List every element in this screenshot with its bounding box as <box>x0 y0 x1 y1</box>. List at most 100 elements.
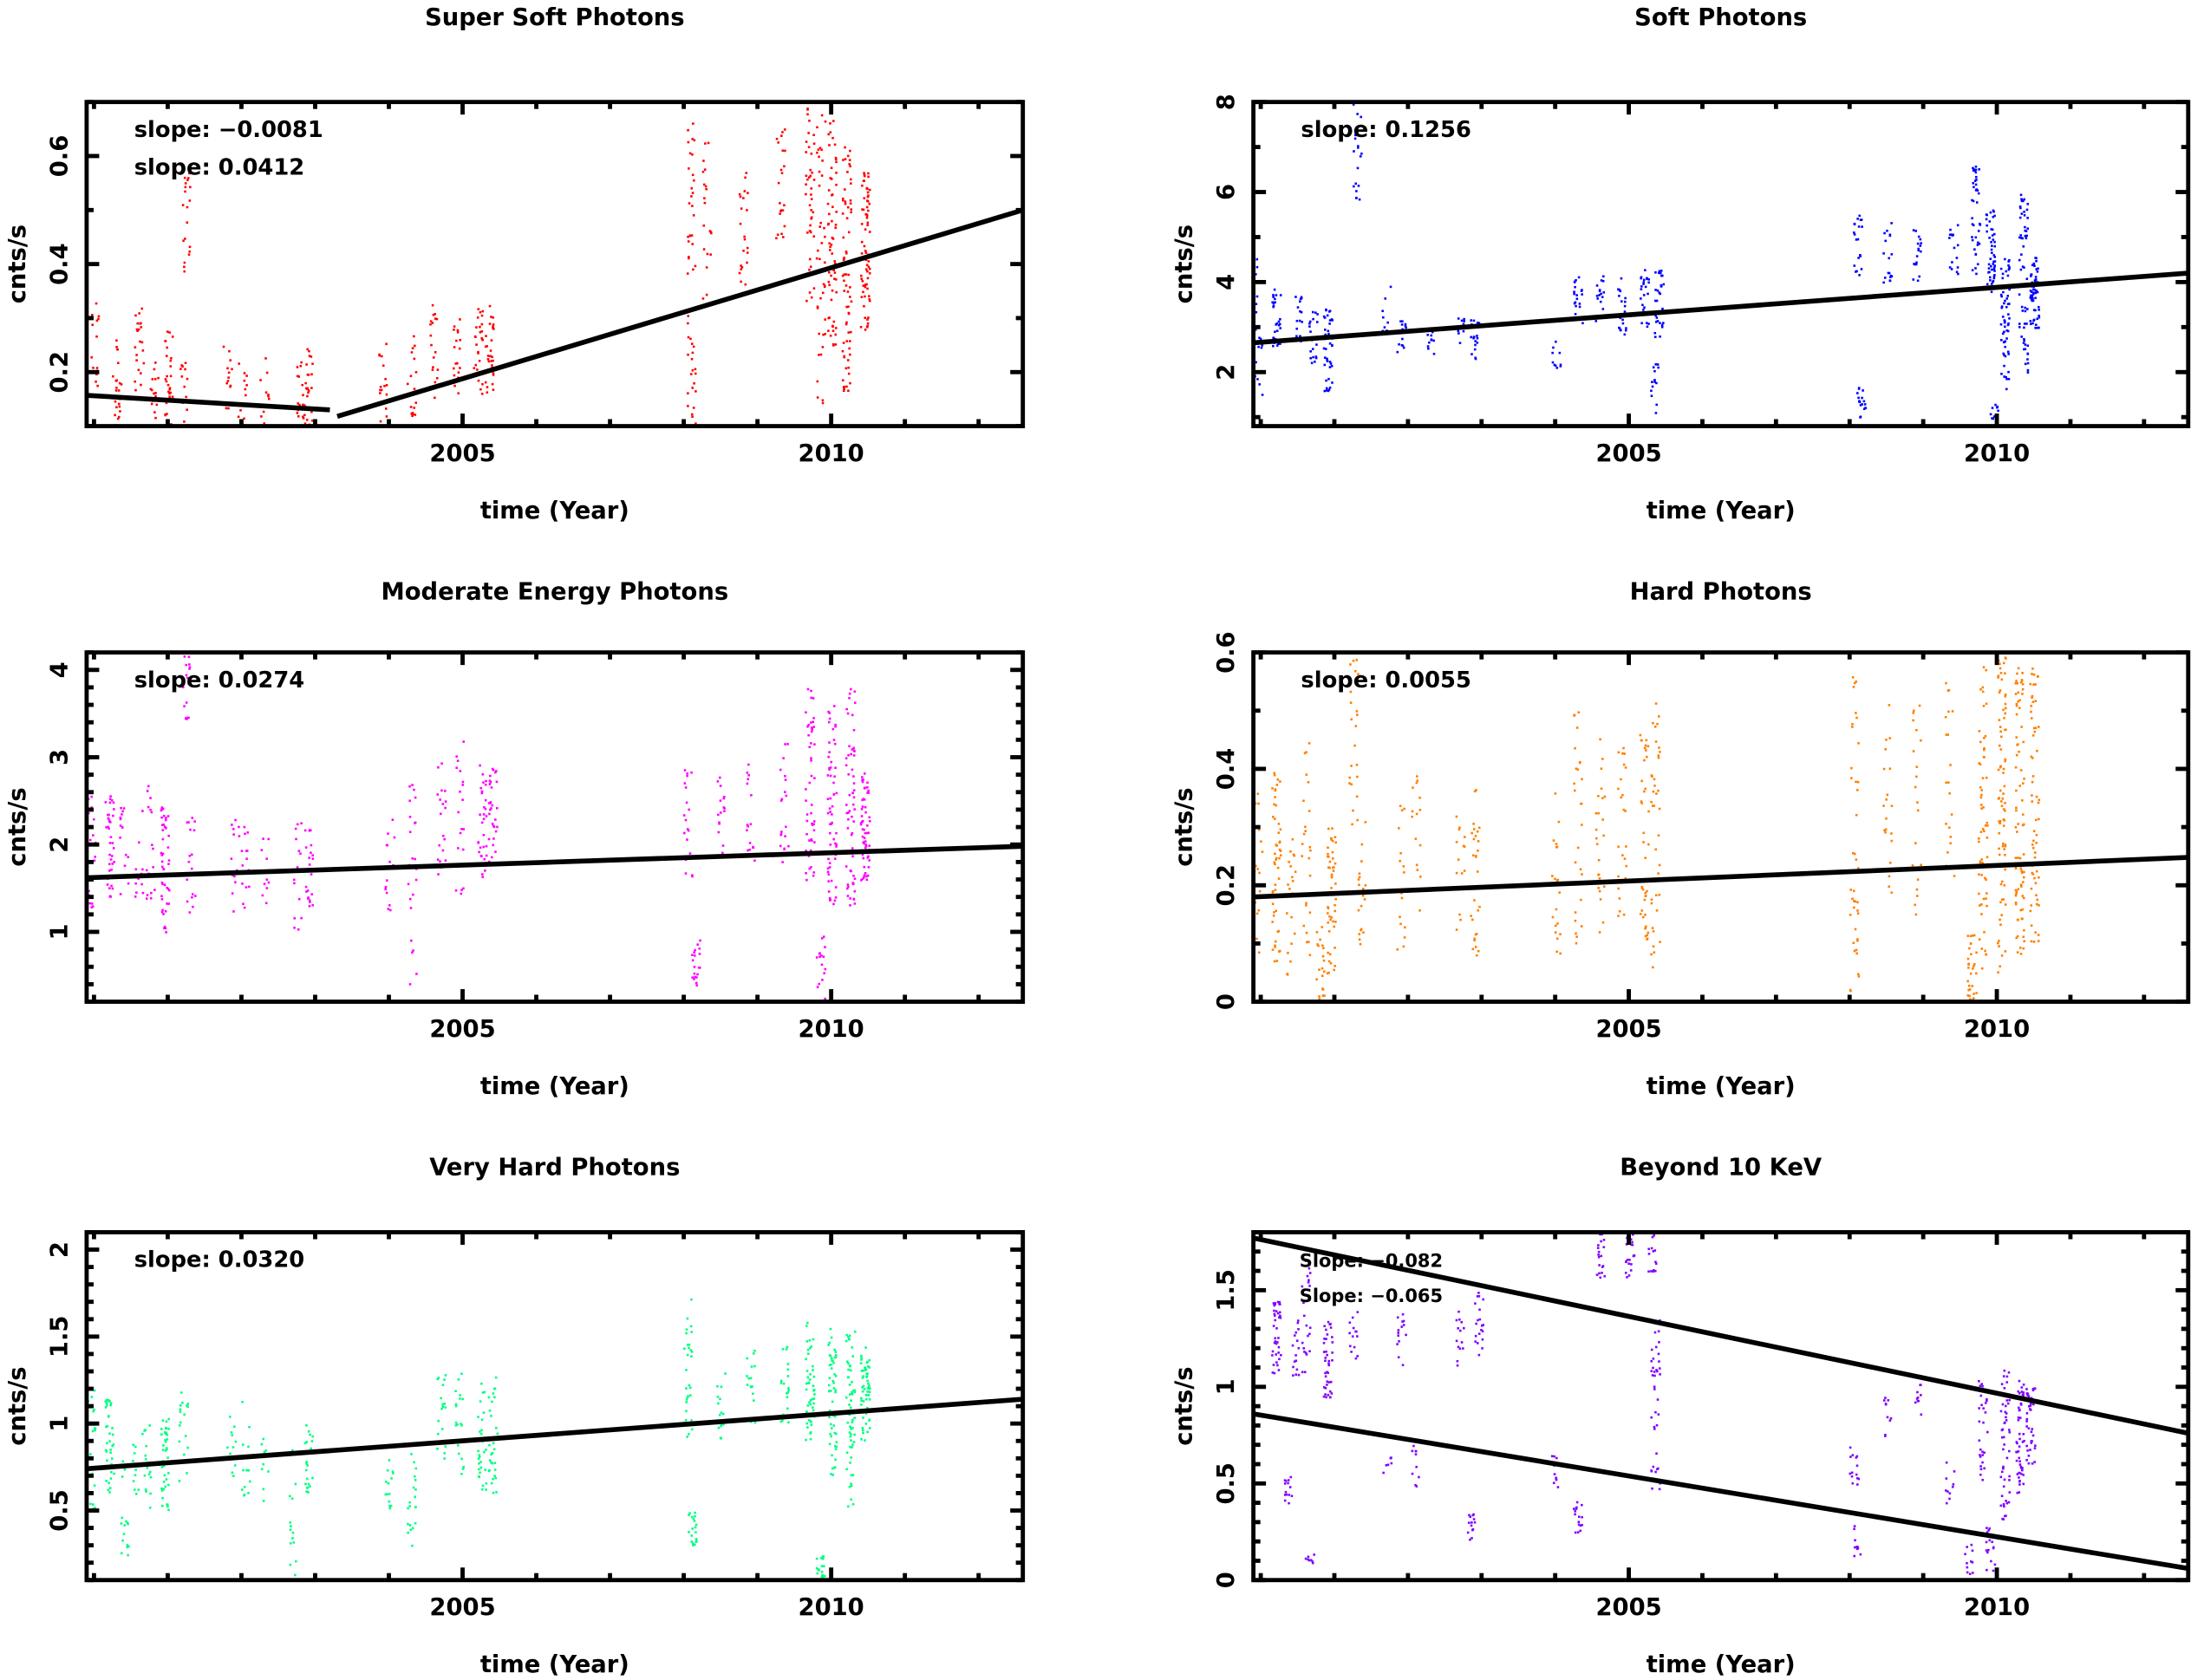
data-point <box>806 725 809 728</box>
data-point <box>2034 1444 2037 1448</box>
data-point <box>1302 799 1305 803</box>
data-point <box>414 1506 417 1508</box>
data-point <box>1864 407 1867 409</box>
data-point <box>862 1375 865 1377</box>
data-point <box>2019 206 2022 210</box>
data-point <box>1309 849 1312 852</box>
data-point <box>1984 949 1986 953</box>
data-point <box>820 114 824 117</box>
data-point <box>1481 1347 1483 1350</box>
data-point <box>1953 1470 1956 1473</box>
data-point <box>1618 326 1620 329</box>
data-point <box>812 874 815 877</box>
data-point <box>828 283 831 287</box>
data-point <box>311 857 315 860</box>
data-point <box>1350 718 1353 721</box>
data-point <box>867 866 871 869</box>
data-point <box>1412 786 1414 789</box>
data-point <box>310 387 313 389</box>
data-point <box>1397 1329 1400 1332</box>
data-point <box>860 808 864 811</box>
data-point <box>2020 869 2023 872</box>
data-point <box>692 1517 695 1520</box>
data-point <box>1404 926 1406 929</box>
data-point <box>833 857 837 860</box>
data-point <box>112 847 115 850</box>
data-point <box>2000 1470 2004 1474</box>
y-axis-label: cnts/s <box>1171 787 1198 866</box>
data-point <box>138 312 140 315</box>
data-point <box>1457 1345 1460 1349</box>
data-point <box>831 324 834 328</box>
data-point <box>827 1344 830 1346</box>
data-point <box>1647 931 1650 934</box>
data-point <box>1477 322 1481 324</box>
data-point <box>157 376 160 380</box>
data-point <box>707 141 710 145</box>
data-point <box>164 825 166 829</box>
data-point <box>487 837 491 841</box>
data-point <box>1329 1326 1333 1329</box>
data-point <box>2014 765 2018 769</box>
data-point <box>2035 290 2038 292</box>
data-point <box>852 820 855 823</box>
data-point <box>810 811 812 815</box>
data-point <box>821 1557 825 1560</box>
data-point <box>1916 242 1920 245</box>
data-point <box>805 819 809 823</box>
data-point <box>2018 1483 2021 1486</box>
data-point <box>1360 153 1363 155</box>
data-point <box>1859 1553 1862 1556</box>
data-point <box>231 824 233 826</box>
data-point <box>843 273 846 276</box>
data-point <box>490 856 493 859</box>
data-point <box>461 784 465 786</box>
data-point <box>2031 1387 2035 1390</box>
data-point <box>1274 330 1276 334</box>
data-point <box>1329 1396 1332 1399</box>
data-point <box>187 682 190 685</box>
data-point <box>806 687 810 691</box>
data-point <box>1314 360 1316 363</box>
data-point <box>307 1429 310 1433</box>
data-point <box>1644 744 1647 747</box>
data-point <box>1624 766 1627 769</box>
data-point <box>1275 858 1278 861</box>
data-point <box>307 1491 310 1494</box>
data-point <box>2021 693 2024 695</box>
data-point <box>1853 1525 1856 1527</box>
data-point <box>816 380 819 383</box>
data-point <box>112 374 114 378</box>
data-point <box>1979 796 1983 799</box>
data-point <box>1858 400 1862 403</box>
data-point <box>694 954 696 957</box>
data-point <box>1418 808 1422 811</box>
data-point <box>1632 1233 1634 1236</box>
data-point <box>137 877 140 880</box>
data-point <box>1624 300 1627 303</box>
data-point <box>1986 1527 1988 1529</box>
data-point <box>2018 1463 2022 1466</box>
data-point <box>189 828 192 831</box>
data-point <box>1255 937 1258 941</box>
data-point <box>2019 953 2023 955</box>
data-point <box>2017 856 2019 859</box>
data-point <box>810 742 812 745</box>
data-point <box>2030 290 2033 293</box>
data-point <box>1356 113 1359 115</box>
data-point <box>1983 1467 1986 1470</box>
data-point <box>487 802 491 804</box>
data-point <box>698 953 701 955</box>
data-point <box>1915 728 1918 732</box>
x-tick-label: 2010 <box>799 1594 864 1621</box>
data-point <box>1975 178 1978 181</box>
data-point <box>841 212 844 215</box>
data-point <box>834 278 838 281</box>
data-point <box>188 911 192 914</box>
data-point <box>2005 1412 2008 1415</box>
data-point <box>1989 413 1992 416</box>
data-point <box>2022 1474 2025 1476</box>
data-point <box>2022 740 2025 744</box>
data-point <box>805 788 807 791</box>
data-point <box>494 818 497 821</box>
